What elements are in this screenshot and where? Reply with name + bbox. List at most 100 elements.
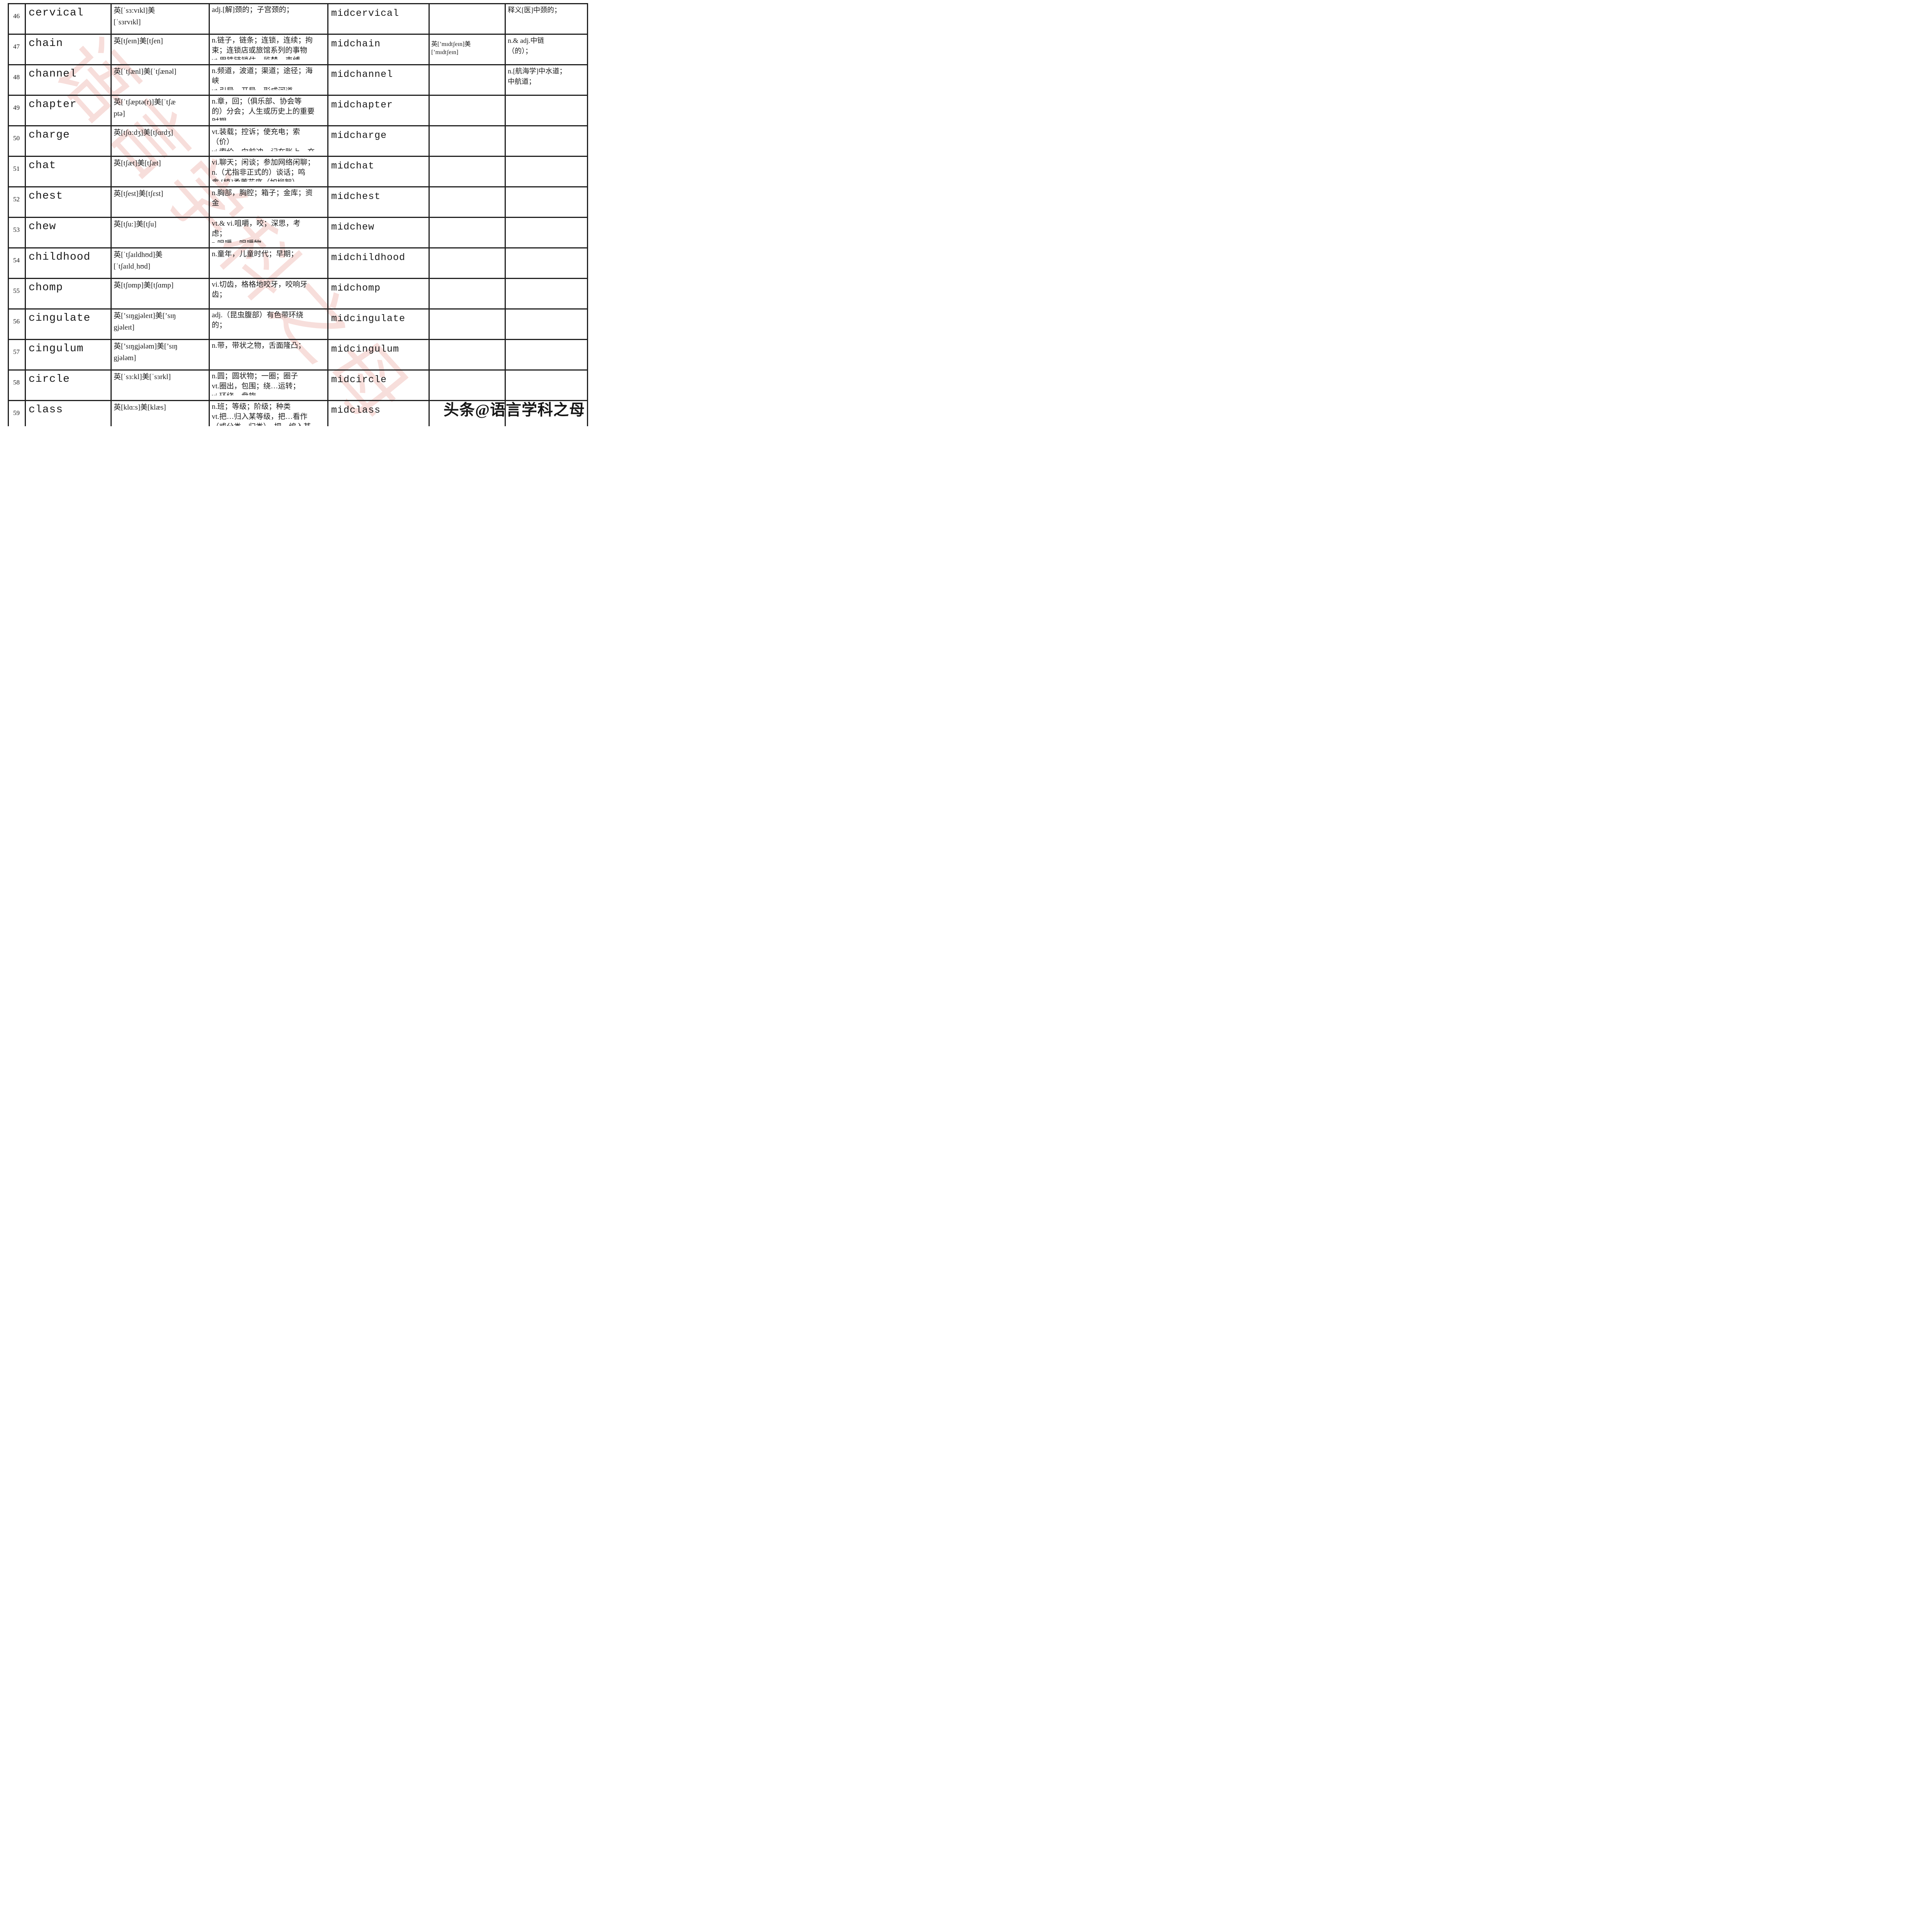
- definition-cell: adj.（昆虫腹部）有色带环绕 的；: [209, 308, 328, 340]
- phonetic-cell: 英[ˈsɜ:vɪkl]美 [ˈsɜrvɪkl]: [111, 3, 210, 35]
- row-number-cell: 51: [8, 156, 26, 187]
- mid-word-cell: midchomp: [327, 278, 430, 310]
- row-number-cell: 59: [8, 400, 26, 426]
- table-row: 55 chomp 英[tʃɒmp]美[tʃɑmp] vi.切齿，格格地咬牙，咬响牙 齿…: [8, 278, 588, 310]
- definition-cell: n.胸部，胸腔；箱子；金库；资 金: [209, 186, 328, 218]
- table-row: 59 class 英[klɑ:s]美[klæs] n.班；等级；阶级；种类 vt.把……: [8, 400, 588, 426]
- phonetic-cell: 英[tʃest]美[tʃɛst]: [111, 186, 210, 218]
- definition-cell: n.班；等级；阶级；种类 vt.把…归入某等级，把…看作 （或分类，归类），把……: [209, 400, 328, 426]
- mid-word-cell: midchain: [327, 34, 430, 65]
- row-number-cell: 52: [8, 186, 26, 218]
- definition-cell: vt.装载；控诉；使充电；索 （价） vi.索价，向前冲，记在账上，充: [209, 125, 328, 157]
- mid-definition-cell: n.& adj.中链 （的）；: [505, 34, 588, 65]
- word-cell: chomp: [25, 278, 112, 310]
- word-cell: childhood: [25, 247, 112, 279]
- word-cell: chat: [25, 156, 112, 187]
- mid-phonetic-cell: [429, 369, 506, 401]
- mid-phonetic-cell: [429, 217, 506, 248]
- table-row: 57 cingulum 英[’sɪŋgjələm]美[’sɪŋ gjələm] n.带…: [8, 339, 588, 371]
- mid-phonetic-cell: [429, 125, 506, 157]
- word-cell: cervical: [25, 3, 112, 35]
- mid-definition-cell: [505, 369, 588, 401]
- phonetic-cell: 英[tʃæt]美[tʃæt]: [111, 156, 210, 187]
- definition-cell: n.频道，波道；渠道；途径；海 峡 vt.引导，开导，形成河道: [209, 64, 328, 96]
- row-number-cell: 48: [8, 64, 26, 96]
- definition-cell: vt.& vi.咀嚼，咬；深思，考 虑； n.咀嚼，咀嚼物: [209, 217, 328, 248]
- mid-definition-cell: 释义[医]中颈的；: [505, 3, 588, 35]
- mid-definition-cell: [505, 247, 588, 279]
- phonetic-cell: 英[ˈsɜ:kl]美[ˈsɜrkl]: [111, 369, 210, 401]
- row-number-cell: 47: [8, 34, 26, 65]
- table-row: 49 chapter 英[ˈtʃæptə(r)]美[ˈtʃæ ptə] n.章，回；（…: [8, 95, 588, 126]
- row-number-cell: 55: [8, 278, 26, 310]
- definition-cell: n.链子，链条；连锁，连续；拘 束；连锁店或旅馆系列的事物 vt.用铁链锁住，监…: [209, 34, 328, 65]
- mid-definition-cell: [505, 186, 588, 218]
- phonetic-cell: 英[klɑ:s]美[klæs]: [111, 400, 210, 426]
- mid-phonetic-cell: [429, 186, 506, 218]
- word-cell: class: [25, 400, 112, 426]
- table-row: 52 chest 英[tʃest]美[tʃɛst] n.胸部，胸腔；箱子；金库；资 金…: [8, 186, 588, 218]
- row-number-cell: 57: [8, 339, 26, 371]
- word-cell: charge: [25, 125, 112, 157]
- mid-word-cell: midcingulate: [327, 308, 430, 340]
- definition-cell: adj.[解]颈的；子宫颈的；: [209, 3, 328, 35]
- vocabulary-table: 46 cervical 英[ˈsɜ:vɪkl]美 [ˈsɜrvɪkl] adj.[解]…: [8, 3, 588, 426]
- mid-word-cell: midcircle: [327, 369, 430, 401]
- mid-phonetic-cell: [429, 400, 506, 426]
- phonetic-cell: 英[’sɪŋgjələm]美[’sɪŋ gjələm]: [111, 339, 210, 371]
- table-row: 47 chain 英[tʃeɪn]美[tʃen] n.链子，链条；连锁，连续；拘 束；…: [8, 34, 588, 65]
- word-cell: circle: [25, 369, 112, 401]
- row-number-cell: 53: [8, 217, 26, 248]
- phonetic-cell: 英[’sɪŋgjəleɪt]美[’sɪŋ gjəleɪt]: [111, 308, 210, 340]
- row-number-cell: 58: [8, 369, 26, 401]
- mid-word-cell: midchannel: [327, 64, 430, 96]
- row-number-cell: 56: [8, 308, 26, 340]
- word-cell: channel: [25, 64, 112, 96]
- mid-word-cell: midcharge: [327, 125, 430, 157]
- mid-phonetic-cell: [429, 339, 506, 371]
- word-cell: chew: [25, 217, 112, 248]
- table-row: 46 cervical 英[ˈsɜ:vɪkl]美 [ˈsɜrvɪkl] adj.[解]…: [8, 3, 588, 35]
- mid-definition-cell: [505, 217, 588, 248]
- phonetic-cell: 英[tʃɑ:dʒ]美[tʃɑrdʒ]: [111, 125, 210, 157]
- mid-word-cell: midcingulum: [327, 339, 430, 371]
- word-cell: cingulum: [25, 339, 112, 371]
- mid-word-cell: midchat: [327, 156, 430, 187]
- mid-phonetic-cell: [429, 308, 506, 340]
- mid-word-cell: midchew: [327, 217, 430, 248]
- mid-word-cell: midchest: [327, 186, 430, 218]
- table-row: 54 childhood 英[ˈtʃaɪldhʊd]美 [ˈtʃaɪldˌhʊd] n…: [8, 247, 588, 279]
- definition-cell: n.圆；圆状物；一圈；圈子 vt.圈出，包围；绕…运转； vi.环绕，盘旋: [209, 369, 328, 401]
- mid-phonetic-cell: [429, 95, 506, 126]
- mid-phonetic-cell: [429, 64, 506, 96]
- table-row: 56 cingulate 英[’sɪŋgjəleɪt]美[’sɪŋ gjəleɪt]…: [8, 308, 588, 340]
- mid-phonetic-cell: [429, 278, 506, 310]
- mid-definition-cell: [505, 339, 588, 371]
- mid-definition-cell: [505, 156, 588, 187]
- phonetic-cell: 英[ˈtʃaɪldhʊd]美 [ˈtʃaɪldˌhʊd]: [111, 247, 210, 279]
- mid-definition-cell: [505, 278, 588, 310]
- phonetic-cell: 英[tʃɒmp]美[tʃɑmp]: [111, 278, 210, 310]
- mid-definition-cell: [505, 308, 588, 340]
- table-row: 58 circle 英[ˈsɜ:kl]美[ˈsɜrkl] n.圆；圆状物；一圈；圈子 …: [8, 369, 588, 401]
- word-cell: cingulate: [25, 308, 112, 340]
- mid-definition-cell: n.[航海学]中水道； 中航道；: [505, 64, 588, 96]
- word-cell: chest: [25, 186, 112, 218]
- table-row: 50 charge 英[tʃɑ:dʒ]美[tʃɑrdʒ] vt.装载；控诉；使充电；索…: [8, 125, 588, 157]
- table-body: 46 cervical 英[ˈsɜ:vɪkl]美 [ˈsɜrvɪkl] adj.[解]…: [8, 3, 588, 426]
- mid-definition-cell: [505, 125, 588, 157]
- definition-cell: n.带，带状之物，舌面隆凸；: [209, 339, 328, 371]
- mid-definition-cell: [505, 95, 588, 126]
- phonetic-cell: 英[tʃeɪn]美[tʃen]: [111, 34, 210, 65]
- table-row: 53 chew 英[tʃu:]美[tʃu] vt.& vi.咀嚼，咬；深思，考 虑； …: [8, 217, 588, 248]
- phonetic-cell: 英[tʃu:]美[tʃu]: [111, 217, 210, 248]
- row-number-cell: 49: [8, 95, 26, 126]
- row-number-cell: 50: [8, 125, 26, 157]
- mid-definition-cell: [505, 400, 588, 426]
- mid-word-cell: midchildhood: [327, 247, 430, 279]
- word-cell: chapter: [25, 95, 112, 126]
- definition-cell: n.章，回；（俱乐部、协会等 的）分会；人生或历史上的重要 时期: [209, 95, 328, 126]
- mid-word-cell: midcervical: [327, 3, 430, 35]
- mid-word-cell: midclass: [327, 400, 430, 426]
- word-cell: chain: [25, 34, 112, 65]
